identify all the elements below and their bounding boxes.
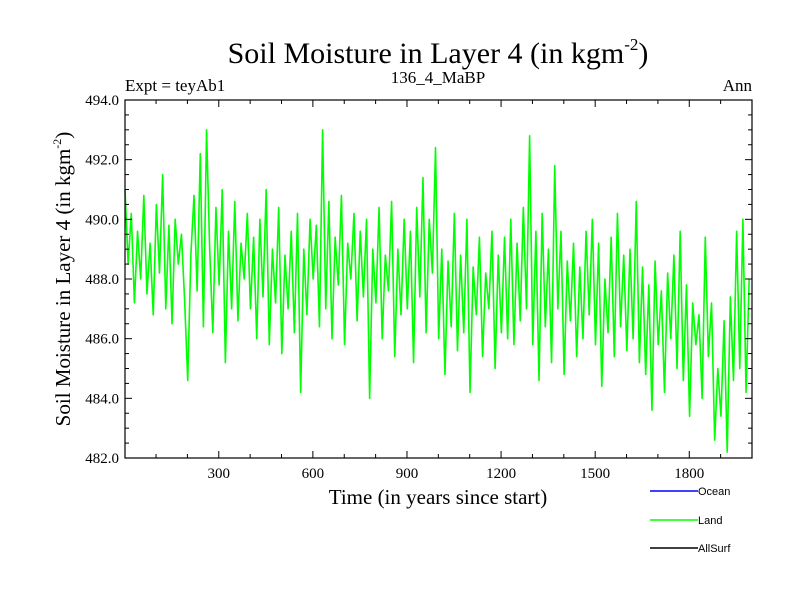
season-label: Ann <box>723 76 753 95</box>
y-tick-label: 488.0 <box>85 272 119 288</box>
period-label: 136_4_MaBP <box>391 68 485 87</box>
y-tick-label: 492.0 <box>85 153 119 169</box>
x-tick-label: 900 <box>396 466 419 482</box>
y-axis-title: Soil Moisture in Layer 4 (in kgm-2) <box>50 132 75 427</box>
x-tick-label: 600 <box>302 466 325 482</box>
series-layer <box>124 129 750 453</box>
y-tick-label: 482.0 <box>85 451 119 467</box>
x-tick-label: 1500 <box>580 466 610 482</box>
experiment-label: Expt = teyAb1 <box>125 76 225 95</box>
x-tick-label: 1800 <box>674 466 704 482</box>
series-line-land <box>124 129 750 453</box>
y-tick-label: 490.0 <box>85 212 119 228</box>
y-axis-title-superscript: -2 <box>50 139 64 149</box>
legend: Ocean Land AllSurf <box>650 486 731 555</box>
y-tick-label: 484.0 <box>85 391 119 407</box>
x-tick-label: 1200 <box>486 466 516 482</box>
x-tick-label: 300 <box>208 466 231 482</box>
axis-layer: 300 600 900 1200 1500 1800 482.0 484.0 486.0 488.… <box>85 93 752 482</box>
legend-label-ocean: Ocean <box>698 486 730 498</box>
plot-frame <box>124 99 753 459</box>
legend-label-allsurf: AllSurf <box>698 543 731 555</box>
legend-label-land: Land <box>698 515 722 527</box>
chart-title: Soil Moisture in Layer 4 (in kgm-2) <box>228 35 649 70</box>
y-tick-label: 494.0 <box>85 93 119 109</box>
x-axis-title: Time (in years since start) <box>329 485 548 509</box>
y-tick-label: 486.0 <box>85 332 119 348</box>
chart-title-superscript: -2 <box>624 35 638 54</box>
